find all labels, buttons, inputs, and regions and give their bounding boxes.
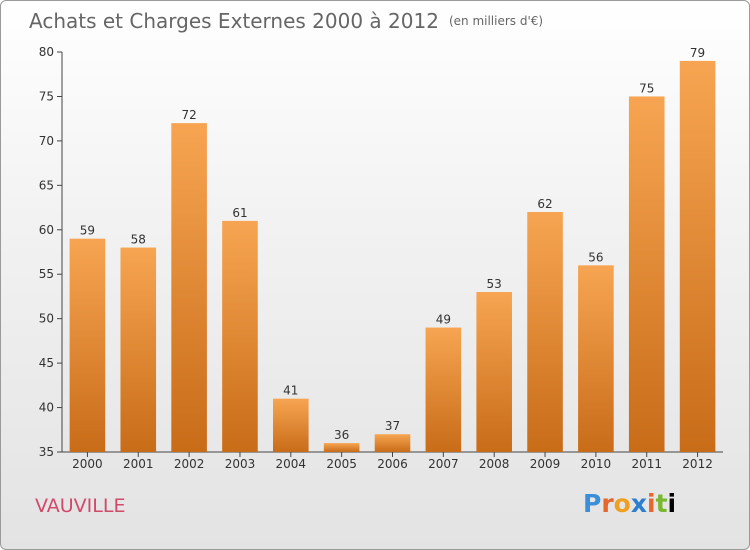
value-label-2002: 72 [181,108,196,122]
bar-2012 [679,60,716,453]
bar-2002 [171,123,207,452]
y-tick-label: 65 [39,178,54,192]
y-tick-label: 40 [39,401,54,415]
y-tick-label: 35 [39,445,54,459]
bar-2004 [273,398,309,452]
bar-2005 [323,443,360,452]
x-tick-label-2011: 2011 [631,457,662,471]
y-tick-label: 60 [39,223,54,237]
value-label-2000: 59 [80,224,95,238]
chart-title: Achats et Charges Externes 2000 à 2012 (e… [29,9,543,33]
chart-unit-label: (en milliers d'€) [448,14,544,28]
x-tick-label-2001: 2001 [123,457,154,471]
value-label-2001: 58 [131,233,146,247]
value-label-2012: 79 [690,46,705,60]
value-label-2010: 56 [588,250,603,264]
x-tick-label-2012: 2012 [682,457,713,471]
value-label-2004: 41 [283,384,298,398]
commune-name: VAUVILLE [35,495,126,517]
x-tick-label-2000: 2000 [72,457,103,471]
y-tick-label: 70 [39,134,54,148]
y-tick-label: 75 [39,89,54,103]
bar-2001 [120,247,157,452]
bar-2009 [527,212,563,452]
x-tick-label-2007: 2007 [428,457,459,471]
y-tick-label: 55 [39,267,54,281]
y-tick-label: 45 [39,356,54,370]
x-tick-label-2004: 2004 [276,457,307,471]
value-label-2011: 75 [639,81,654,95]
x-tick-label-2008: 2008 [479,457,510,471]
chart-title-text: Achats et Charges Externes 2000 à 2012 [29,9,439,33]
x-tick-label-2002: 2002 [174,457,205,471]
proxiti-logo: Proxiti [583,489,677,518]
y-tick-label: 50 [39,312,54,326]
bar-2008 [476,292,512,452]
x-tick-label-2003: 2003 [225,457,256,471]
bar-2006 [374,434,411,452]
value-label-2008: 53 [487,277,502,291]
value-label-2007: 49 [436,313,451,327]
x-tick-label-2010: 2010 [581,457,612,471]
value-label-2003: 61 [232,206,247,220]
y-tick-label: 80 [39,45,54,59]
value-label-2006: 37 [385,419,400,433]
bar-2010 [578,265,614,452]
bar-2011 [628,96,665,452]
x-tick-label-2006: 2006 [377,457,408,471]
bar-2003 [222,220,258,452]
bar-2007 [425,327,462,452]
value-label-2009: 62 [537,197,552,211]
value-label-2005: 36 [334,428,349,442]
bar-2000 [69,238,106,452]
x-tick-label-2005: 2005 [326,457,357,471]
x-tick-label-2009: 2009 [530,457,561,471]
